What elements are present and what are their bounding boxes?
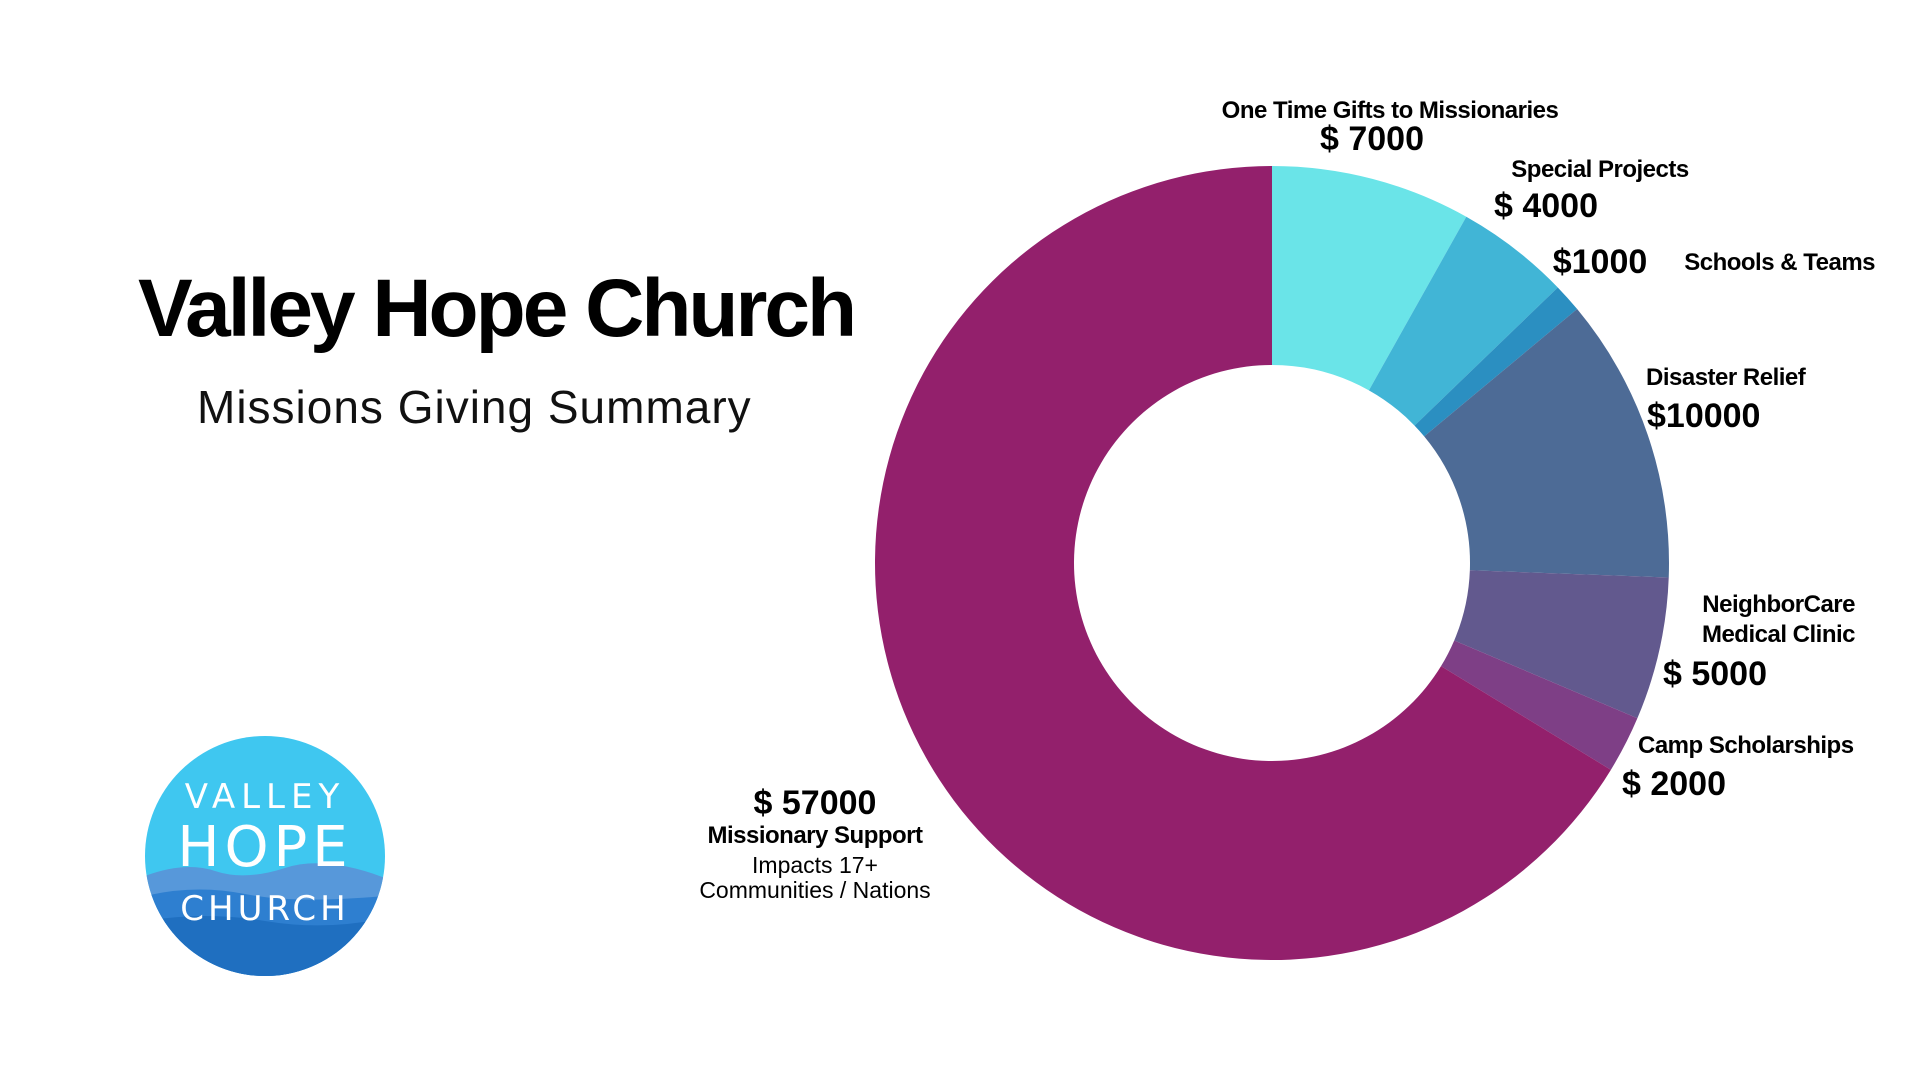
label-note-missionary-support: Communities / Nations xyxy=(699,877,930,903)
label-value-camp-scholarships: $ 2000 xyxy=(1622,765,1726,803)
slice-one-time-gifts-to-missionaries xyxy=(1272,166,1467,391)
label-note-missionary-support: Impacts 17+ xyxy=(752,852,878,878)
page-subtitle: Missions Giving Summary xyxy=(197,381,752,433)
label-name-camp-scholarships: Camp Scholarships xyxy=(1638,732,1854,759)
label-value-disaster-relief: $10000 xyxy=(1647,397,1760,435)
logo-line-hope: HOPE xyxy=(177,815,352,880)
label-value-neighborcare-medical-clinic: $ 5000 xyxy=(1663,655,1767,693)
slice-disaster-relief xyxy=(1424,309,1669,578)
slice-neighborcare-medical-clinic xyxy=(1454,570,1669,719)
label-name-neighborcare-medical-clinic: NeighborCare xyxy=(1702,591,1855,618)
label-name-neighborcare-medical-clinic: Medical Clinic xyxy=(1702,621,1855,648)
slice-camp-scholarships xyxy=(1441,640,1638,770)
label-value-schools-teams: $1000 xyxy=(1553,243,1648,281)
slice-missionary-support xyxy=(875,166,1611,960)
slice-schools-teams xyxy=(1414,287,1578,437)
label-value-special-projects: $ 4000 xyxy=(1494,187,1598,225)
slice-special-projects xyxy=(1368,216,1558,426)
logo-line-valley: VALLEY xyxy=(185,777,345,817)
logo-line-church: CHURCH xyxy=(180,889,349,929)
label-name-disaster-relief: Disaster Relief xyxy=(1646,364,1807,391)
label-value-missionary-support: $ 57000 xyxy=(754,784,877,822)
label-name-missionary-support: Missionary Support xyxy=(707,822,923,849)
page-title: Valley Hope Church xyxy=(138,263,857,354)
label-name-schools-teams: Schools & Teams xyxy=(1684,249,1875,276)
label-value-one-time-gifts-to-missionaries: $ 7000 xyxy=(1320,120,1424,158)
church-logo: VALLEY HOPE CHURCH xyxy=(145,736,385,976)
label-name-one-time-gifts-to-missionaries: One Time Gifts to Missionaries xyxy=(1222,97,1559,124)
label-name-special-projects: Special Projects xyxy=(1511,156,1689,183)
